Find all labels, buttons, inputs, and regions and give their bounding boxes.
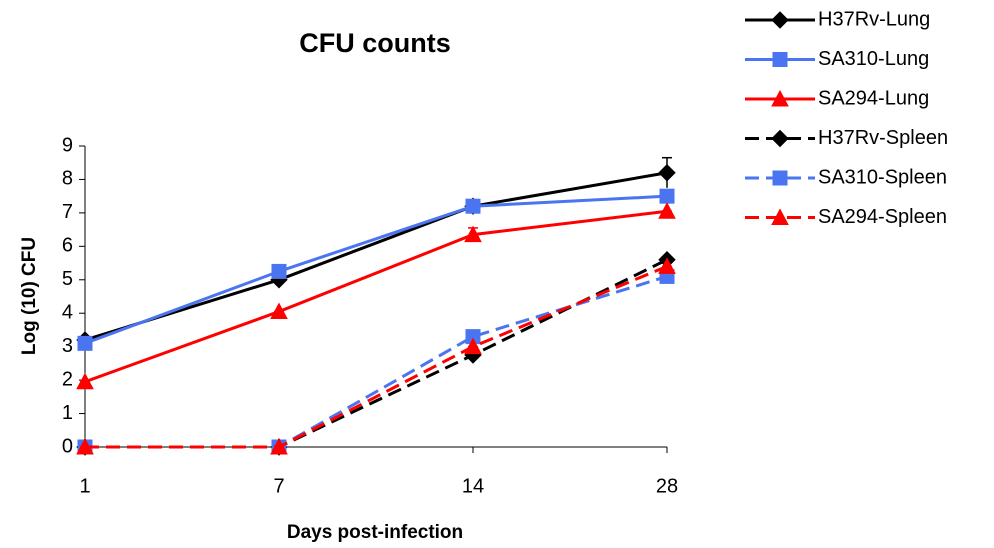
legend-marker <box>771 89 789 107</box>
point <box>270 437 288 455</box>
y-tick-label: 5 <box>62 268 73 290</box>
y-tick-label: 8 <box>62 168 73 190</box>
series-line <box>84 171 668 342</box>
x-tick-label: 7 <box>273 475 284 497</box>
x-tick-label: 1 <box>79 475 90 497</box>
y-tick-label: 4 <box>62 302 73 324</box>
point <box>659 188 675 204</box>
legend-label: H37Rv-Spleen <box>818 127 948 149</box>
point <box>658 164 676 182</box>
point <box>465 198 481 214</box>
legend-marker <box>771 11 789 29</box>
y-tick-label: 2 <box>62 368 73 390</box>
series-line <box>85 258 668 449</box>
legend-marker <box>771 208 789 225</box>
y-tick-label: 7 <box>62 201 73 223</box>
point <box>271 263 287 279</box>
series-line <box>84 209 668 384</box>
point <box>77 335 93 351</box>
legend-marker <box>772 170 788 186</box>
x-tick-label: 14 <box>462 475 484 497</box>
point <box>464 337 482 355</box>
series-line <box>84 194 668 345</box>
x-tick-label: 28 <box>656 475 678 497</box>
legend-label: SA294-Spleen <box>818 206 947 228</box>
series-line <box>85 265 668 449</box>
y-tick-label: 6 <box>62 235 73 257</box>
x-axis-label: Days post-infection <box>287 522 463 543</box>
point <box>658 202 676 219</box>
y-tick-label: 1 <box>62 402 73 424</box>
point <box>76 372 94 390</box>
point <box>658 257 676 274</box>
legend-label: SA310-Lung <box>818 48 929 70</box>
legend-label: H37Rv-Lung <box>818 8 930 30</box>
legend-label: SA294-Lung <box>818 87 929 109</box>
legend-label: SA310-Spleen <box>818 166 947 188</box>
y-tick-label: 9 <box>62 134 73 156</box>
y-tick-label: 3 <box>62 335 73 357</box>
chart-title: CFU counts <box>299 28 451 58</box>
point <box>270 302 288 320</box>
y-tick-label: 0 <box>62 435 73 457</box>
legend-marker <box>771 129 789 148</box>
y-axis-label: Log (10) CFU <box>19 237 40 355</box>
point <box>464 225 482 243</box>
legend-marker <box>772 52 788 67</box>
point <box>76 437 94 455</box>
